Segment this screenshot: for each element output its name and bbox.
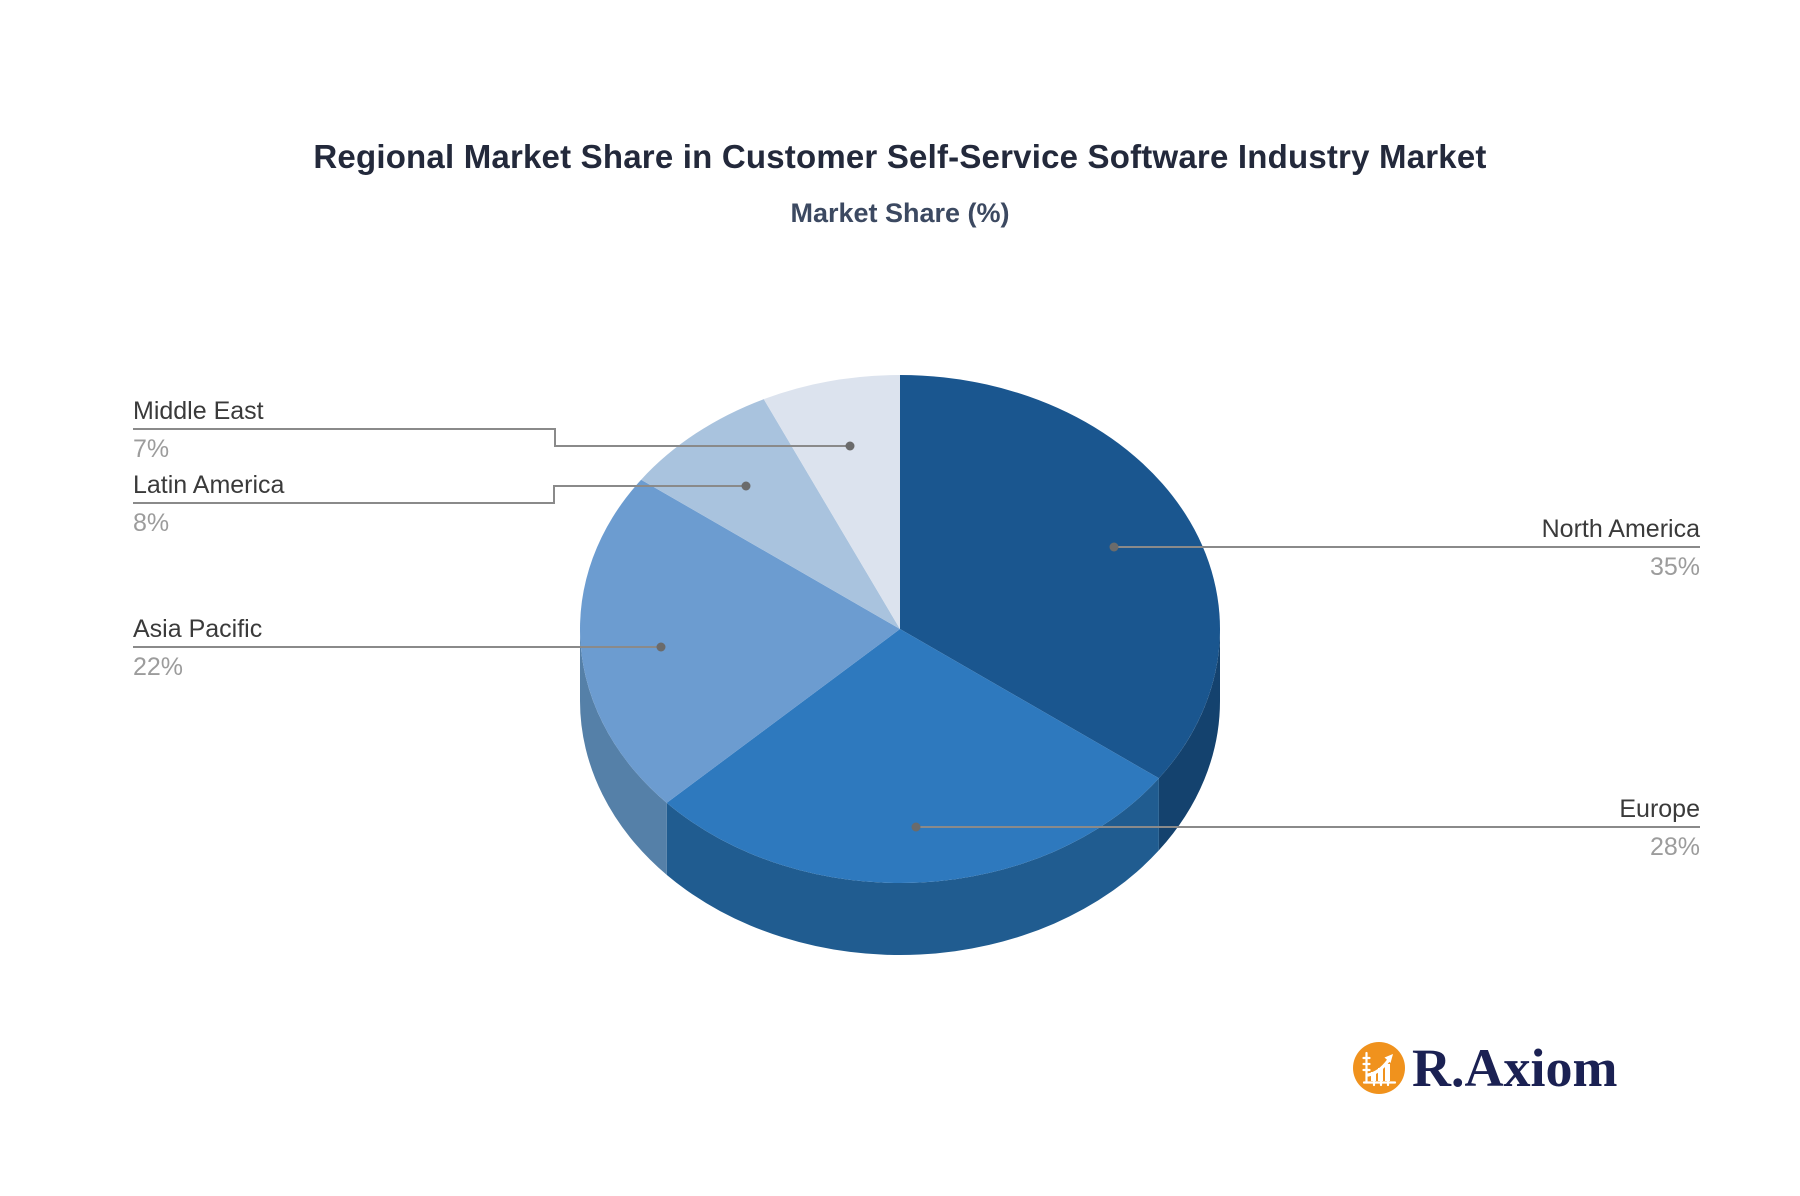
callout-north-america: North America 35% <box>1542 514 1700 582</box>
pie-slice-side-north-america <box>1158 629 1220 851</box>
slice-label: Latin America <box>133 471 285 499</box>
callout-europe: Europe 28% <box>1619 794 1700 862</box>
callout-asia-pacific: Asia Pacific 22% <box>133 614 262 682</box>
slice-value: 7% <box>133 435 170 463</box>
chart-subtitle: Market Share (%) <box>790 198 1010 228</box>
pie-slice-side-asia-pacific <box>580 629 667 875</box>
bar-chart-growth-icon <box>1353 1042 1405 1094</box>
slice-label: North America <box>1541 515 1700 543</box>
leader-dot-latin-america <box>741 481 751 491</box>
leader-dot-middle-east <box>845 441 855 451</box>
pie-slice-asia-pacific <box>580 479 900 803</box>
leader-line-latin-america <box>133 485 746 504</box>
brand-logo: R.Axiom <box>1353 1040 1617 1096</box>
leader-dot-asia-pacific <box>656 642 666 652</box>
slice-value: 8% <box>133 509 170 537</box>
slice-label: Asia Pacific <box>133 615 263 643</box>
callout-latin-america: Latin America 8% <box>133 470 284 538</box>
pie-slice-latin-america <box>641 399 900 629</box>
pie-slice-side-europe <box>666 778 1159 955</box>
leader-dot-europe <box>911 822 921 832</box>
callout-middle-east: Middle East 7% <box>133 396 264 464</box>
pie-slice-north-america <box>900 375 1220 779</box>
chart-title: Regional Market Share in Customer Self-S… <box>313 138 1487 175</box>
slice-value: 22% <box>133 653 184 681</box>
leader-line-middle-east <box>133 428 850 447</box>
leader-dot-north-america <box>1109 542 1119 552</box>
pie-slice-europe <box>666 629 1159 883</box>
logo-text: R.Axiom <box>1412 1038 1618 1098</box>
slice-label: Europe <box>1619 795 1700 823</box>
slice-value: 28% <box>1649 833 1700 861</box>
slice-label: Middle East <box>133 397 264 425</box>
pie-slice-middle-east <box>763 375 900 629</box>
slice-value: 35% <box>1649 553 1700 581</box>
